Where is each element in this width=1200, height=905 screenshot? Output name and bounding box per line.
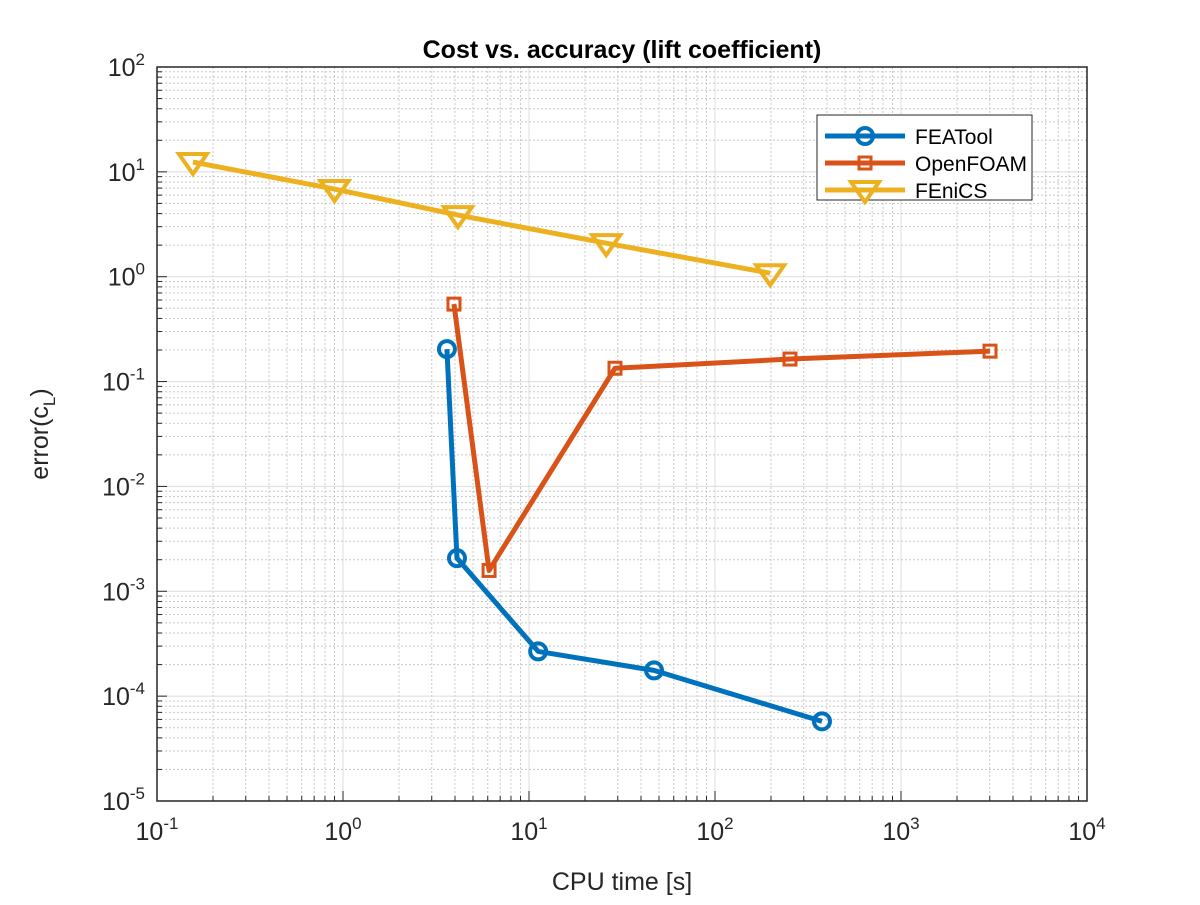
legend-label: FEATool [915, 126, 993, 149]
circle-marker [436, 339, 457, 360]
x-tick-base: 10 [696, 818, 724, 846]
y-tick-label: 100 [108, 260, 145, 292]
legend: FEATool OpenFOAM FEniCS [816, 114, 1033, 206]
x-tick-label: 101 [510, 814, 547, 846]
y-tick-label: 10-3 [102, 574, 145, 606]
x-tick-base: 10 [136, 818, 164, 846]
series-layer [175, 152, 998, 732]
legend-label: OpenFOAM [915, 153, 1027, 176]
x-tick-exponent: 2 [724, 814, 733, 833]
y-tick-label: 10-5 [102, 784, 145, 816]
series-line [192, 159, 771, 276]
x-tick-exponent: 1 [538, 814, 547, 833]
chart-title: Cost vs. accuracy (lift coefficient) [423, 36, 822, 64]
x-tick-base: 10 [510, 818, 538, 846]
x-tick-label: 102 [696, 814, 733, 846]
y-tick-label: 10-2 [102, 469, 145, 501]
x-tick-label: 10-1 [136, 814, 179, 846]
y-tick-exponent: -5 [130, 784, 145, 803]
y-axis-label-sub: L [40, 397, 59, 406]
triangle-down-marker [847, 180, 883, 206]
legend-item: FEATool [825, 126, 993, 149]
y-tick-exponent: -2 [130, 469, 145, 488]
y-tick-exponent: -1 [130, 365, 145, 384]
y-tick-exponent: -4 [130, 679, 145, 698]
y-tick-exponent: 0 [136, 260, 145, 279]
y-tick-label: 10-1 [102, 365, 145, 397]
x-tick-base: 10 [1068, 818, 1096, 846]
y-tick-base: 10 [102, 473, 130, 501]
series-line [451, 303, 991, 573]
square-marker [782, 351, 798, 367]
x-tick-exponent: 0 [352, 814, 361, 833]
circle-marker [855, 126, 875, 146]
x-axis-label: CPU time [s] [552, 868, 692, 896]
triangle-down-marker [588, 233, 625, 259]
y-tick-label: 10-4 [102, 679, 145, 711]
x-tick-exponent: -1 [163, 814, 178, 833]
square-marker [857, 155, 873, 171]
y-tick-base: 10 [102, 369, 130, 397]
y-tick-exponent: -3 [130, 574, 145, 593]
circle-marker [446, 548, 467, 569]
circle-marker [644, 660, 665, 681]
square-marker [481, 562, 497, 578]
x-tick-label: 100 [324, 814, 361, 846]
x-tick-base: 10 [882, 818, 910, 846]
triangle-down-marker [440, 205, 476, 231]
axes-box [156, 66, 1088, 802]
series-line [444, 348, 823, 724]
x-tick-exponent: 3 [910, 814, 919, 833]
x-tick-base: 10 [324, 818, 352, 846]
triangle-down-marker [316, 179, 353, 205]
y-axis-label-main: error(c [26, 406, 54, 480]
series-openfoam [446, 296, 998, 578]
y-tick-base: 10 [102, 788, 130, 816]
triangle-down-marker [752, 263, 789, 289]
y-tick-exponent: 2 [136, 50, 145, 69]
y-tick-label: 101 [108, 155, 145, 187]
legend-item: OpenFOAM [825, 153, 1027, 176]
legend-label: FEniCS [915, 180, 987, 203]
x-tick-label: 104 [1068, 814, 1105, 846]
square-marker [607, 360, 623, 376]
circle-marker [528, 641, 549, 662]
x-tick-exponent: 4 [1096, 814, 1105, 833]
square-marker [982, 343, 998, 359]
y-tick-label: 102 [108, 50, 145, 82]
y-tick-base: 10 [102, 578, 130, 606]
x-tick-label: 103 [882, 814, 919, 846]
y-axis-label-close: ) [26, 388, 54, 396]
legend-item: FEniCS [825, 180, 987, 206]
y-tick-base: 10 [108, 264, 136, 292]
series-featool [436, 339, 832, 732]
series-fenics [175, 152, 789, 289]
square-marker [446, 296, 462, 312]
y-tick-base: 10 [108, 159, 136, 187]
y-tick-exponent: 1 [136, 155, 145, 174]
grid [156, 67, 1087, 802]
y-axis-label: error(cL) [26, 388, 59, 479]
tick-labels: 10-1 100 101 102 103 10410210110010-110-210-3… [102, 50, 1106, 846]
triangle-down-marker [175, 152, 211, 178]
y-tick-base: 10 [108, 54, 136, 82]
y-tick-base: 10 [102, 683, 130, 711]
circle-marker [811, 711, 832, 732]
